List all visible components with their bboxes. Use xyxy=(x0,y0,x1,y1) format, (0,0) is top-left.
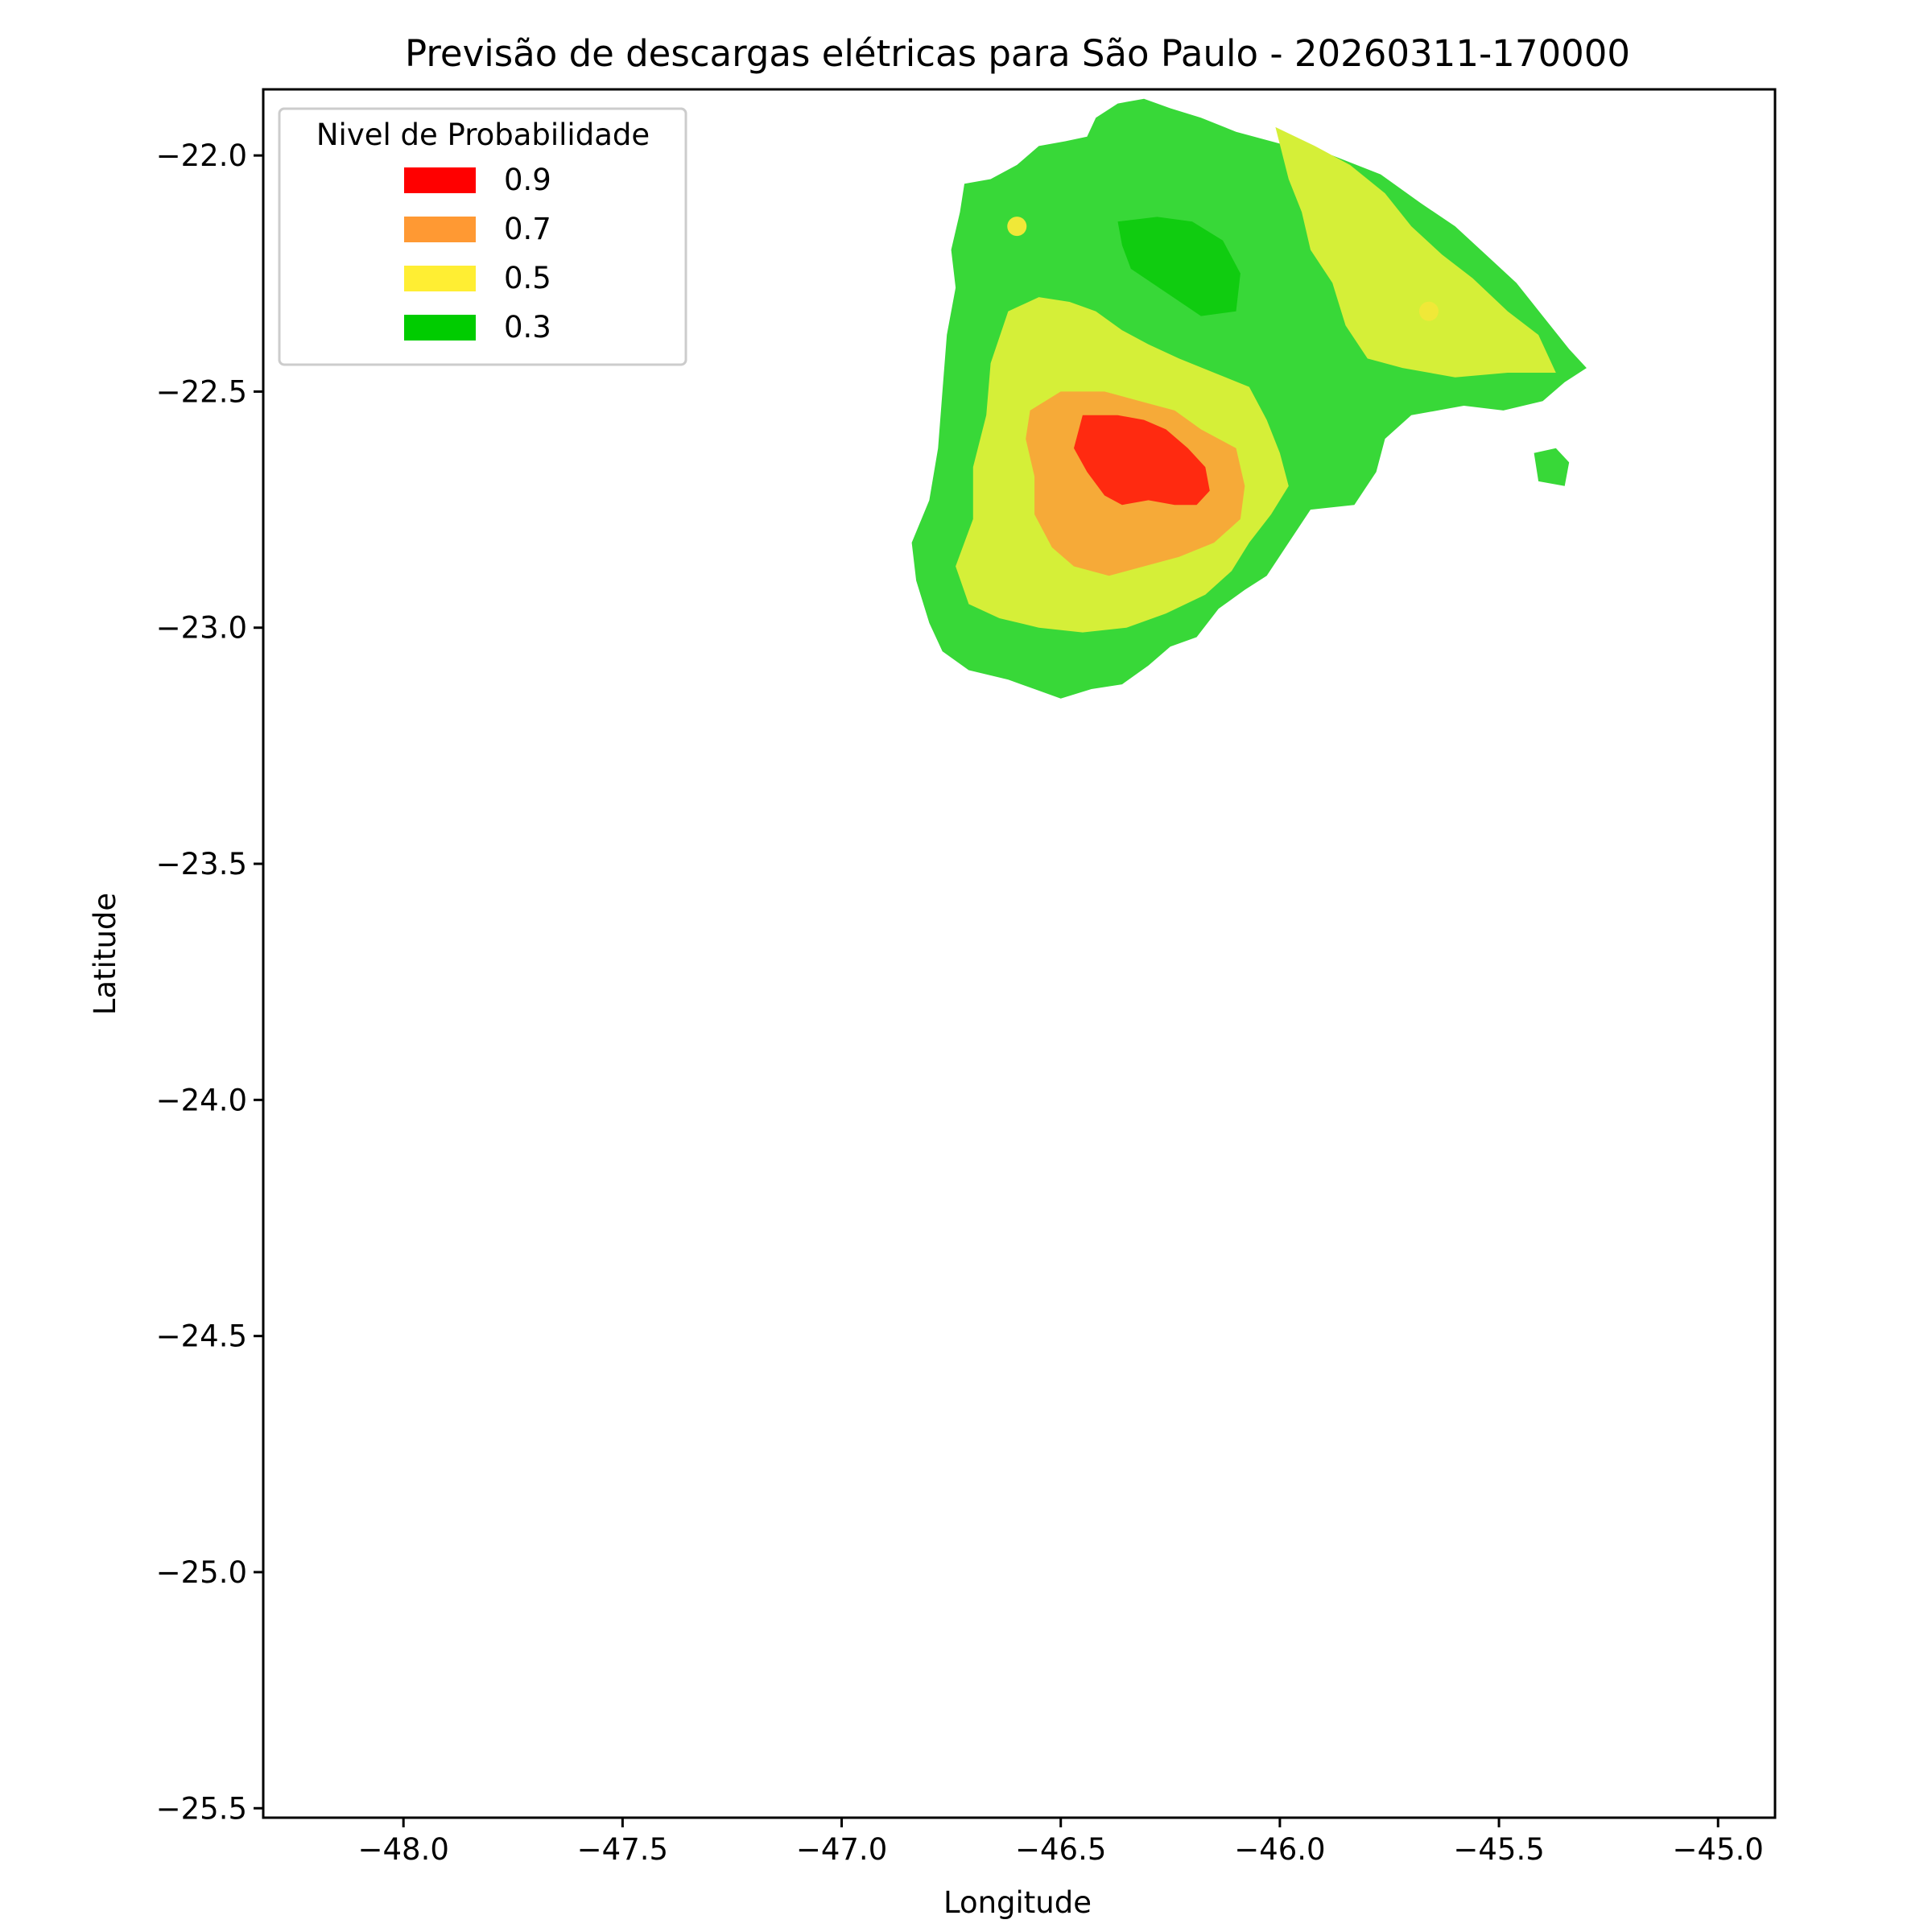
contour-marker xyxy=(1418,301,1439,321)
y-tick-label: −22.0 xyxy=(156,138,247,173)
x-tick-label: −46.0 xyxy=(1234,1832,1325,1867)
plot-area-frame xyxy=(262,88,1777,1819)
legend-entry-label: 0.3 xyxy=(504,310,551,345)
x-axis: −48.0 −47.5 −47.0 −46.5 −46.0 −45.5 −45.0 xyxy=(357,1818,1764,1867)
contour-markers xyxy=(1007,217,1439,321)
legend: Nivel de Probabilidade 0.9 0.7 0.5 0.3 xyxy=(278,107,687,366)
legend-box xyxy=(278,107,687,366)
legend-title: Nivel de Probabilidade xyxy=(316,118,650,152)
chart-title: Previsão de descargas elétricas para São… xyxy=(405,32,1630,75)
x-axis-label: Longitude xyxy=(943,1885,1092,1920)
contour-region-yellow-green xyxy=(1275,126,1556,378)
contour-region-dark-green xyxy=(1117,217,1241,316)
legend-swatch xyxy=(404,217,476,242)
legend-entry-label: 0.9 xyxy=(504,163,551,197)
y-tick-label: −23.5 xyxy=(156,847,247,881)
x-tick-label: −48.0 xyxy=(357,1832,448,1867)
legend-entry-label: 0.7 xyxy=(504,212,551,246)
y-tick-label: −24.0 xyxy=(156,1083,247,1117)
x-tick-label: −45.5 xyxy=(1453,1832,1544,1867)
y-tick-label: −23.0 xyxy=(156,611,247,646)
contour-fills xyxy=(911,98,1587,699)
y-axis: −22.0 −22.5 −23.0 −23.5 −24.0 −24.5 −25.0 −25.5 xyxy=(156,138,263,1826)
x-tick-label: −47.5 xyxy=(577,1832,668,1867)
y-axis-label: Latitude xyxy=(88,893,122,1015)
y-tick-label: −25.0 xyxy=(156,1555,247,1590)
x-tick-label: −47.0 xyxy=(796,1832,887,1867)
y-tick-label: −24.5 xyxy=(156,1319,247,1354)
legend-entry-label: 0.5 xyxy=(504,261,551,295)
x-tick-label: −46.5 xyxy=(1015,1832,1106,1867)
y-tick-label: −25.5 xyxy=(156,1791,247,1826)
contour-region-red xyxy=(1074,415,1210,506)
contour-region-outer-green xyxy=(1534,448,1570,486)
contour-marker xyxy=(1007,217,1027,237)
legend-swatch xyxy=(404,266,476,291)
legend-swatch xyxy=(404,167,476,193)
legend-swatch xyxy=(404,315,476,341)
y-tick-label: −22.5 xyxy=(156,374,247,409)
x-tick-label: −45.0 xyxy=(1673,1832,1764,1867)
legend-entries: 0.9 0.7 0.5 0.3 xyxy=(404,163,551,345)
